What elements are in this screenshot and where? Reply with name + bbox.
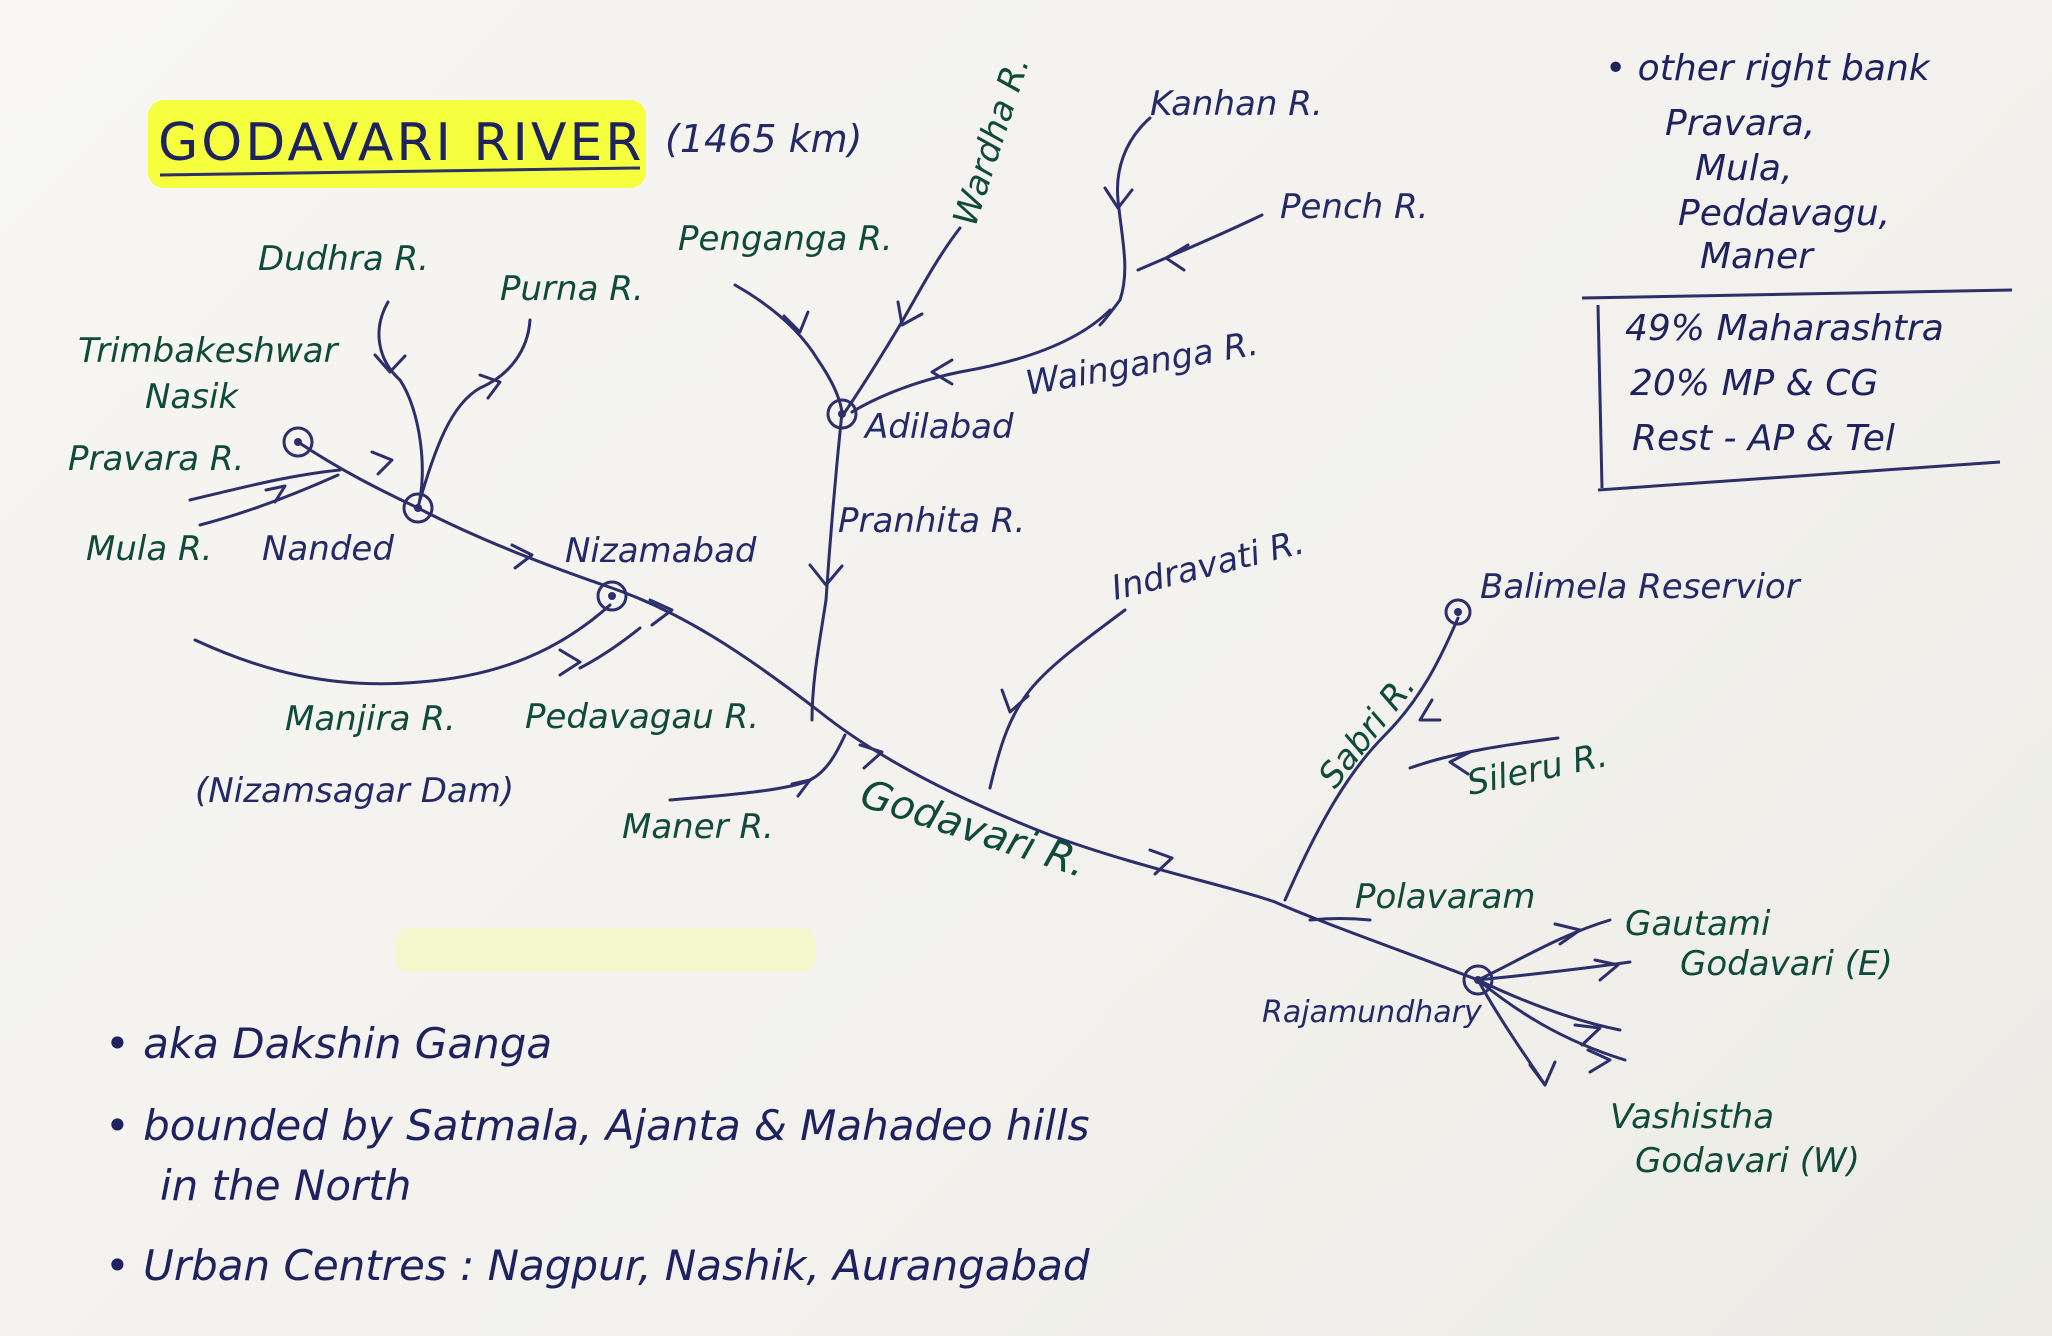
purna-river: [418, 318, 532, 502]
label-maner: Maner R.: [622, 807, 774, 847]
label-nasik: Nasik: [145, 377, 239, 417]
label-dudhra: Dudhra R.: [258, 239, 429, 279]
rajamundhary-marker: [1462, 964, 1494, 996]
sileru-river: [1408, 736, 1560, 770]
label-kanhan: Kanhan R.: [1150, 84, 1323, 124]
label-indravati: Indravati R.: [1108, 522, 1309, 608]
sabri-river: [1283, 616, 1460, 902]
label-nanded: Nanded: [262, 529, 394, 569]
distributary-2: [1476, 960, 1632, 982]
distributary-1: [1476, 918, 1612, 982]
manjira-river: [193, 603, 612, 686]
label-pranhita: Pranhita R.: [838, 501, 1025, 541]
label-manjira: Manjira R.: [285, 699, 456, 739]
label-rajamundhary: Rajamundhary: [1262, 995, 1483, 1030]
title-text: GODAVARI RIVER: [158, 113, 644, 173]
polavaram-tick: [1308, 917, 1372, 922]
title-highlight: [148, 100, 646, 188]
label-vashistha-2: Godavari (W): [1635, 1141, 1860, 1181]
wardha-river: [843, 226, 962, 414]
mula-river: [198, 473, 340, 527]
nanded-marker: [402, 492, 434, 524]
label-wardha: Wardha R.: [946, 51, 1038, 231]
title-underline: [159, 166, 641, 177]
label-vashistha-1: Vashistha: [1610, 1097, 1774, 1137]
pedavagau-river: [578, 626, 642, 670]
side-box-top: [1581, 288, 2013, 300]
dudhra-river: [377, 300, 424, 510]
side-item-4: Maner: [1700, 236, 1815, 277]
maner-river: [668, 733, 847, 802]
label-nizamabad: Nizamabad: [565, 531, 757, 571]
label-nizamsagar: (Nizamsagar Dam): [195, 771, 514, 811]
label-polavaram: Polavaram: [1355, 877, 1535, 917]
nizamabad-marker: [596, 580, 628, 612]
godavari-main-course: [296, 440, 1480, 982]
label-mula: Mula R.: [86, 529, 212, 569]
share-mp-cg: 20% MP & CG: [1630, 363, 1878, 404]
pranhita-river: [810, 410, 844, 722]
distributary-3: [1476, 978, 1622, 1032]
penganga-river: [733, 283, 844, 414]
label-penganga: Penganga R.: [678, 219, 893, 259]
label-trimbakeshwar: Trimbakeshwar: [78, 331, 340, 371]
label-gautami-1: Gautami: [1625, 904, 1771, 944]
wainganga-river: [850, 308, 1112, 414]
side-right-bank-heading: • other right bank: [1605, 48, 1932, 89]
indravati-river: [988, 608, 1127, 790]
trimbakeshwar-marker: [282, 426, 314, 458]
label-adilabad: Adilabad: [863, 407, 1014, 447]
label-sileru: Sileru R.: [1464, 735, 1611, 804]
label-pedavagau: Pedavagau R.: [525, 697, 759, 737]
share-ap-tel: Rest - AP & Tel: [1632, 418, 1895, 459]
direction-arrows: [264, 186, 1620, 1087]
label-gautami-2: Godavari (E): [1680, 944, 1893, 984]
share-maharashtra: 49% Maharashtra: [1625, 308, 1944, 349]
side-item-3: Peddavagu,: [1678, 193, 1890, 234]
label-sabri: Sabri R.: [1311, 666, 1424, 795]
label-pench: Pench R.: [1280, 187, 1428, 227]
note-aka: • aka Dakshin Ganga: [105, 1019, 552, 1068]
side-box-left: [1596, 304, 1604, 489]
label-godavari: Godavari R.: [855, 771, 1092, 887]
note-bounded: • bounded by Satmala, Ajanta & Mahadeo h…: [105, 1101, 1090, 1150]
adilabad-marker: [826, 398, 858, 430]
pravara-river: [188, 468, 342, 502]
label-balimela: Balimela Reservior: [1480, 567, 1802, 607]
faint-highlight: [395, 928, 815, 972]
label-pravara: Pravara R.: [68, 439, 244, 479]
note-urban: • Urban Centres : Nagpur, Nashik, Aurang…: [105, 1241, 1090, 1290]
side-item-1: Pravara,: [1665, 103, 1815, 144]
label-purna: Purna R.: [500, 269, 644, 309]
balimela-marker: [1444, 598, 1472, 626]
note-north: in the North: [160, 1161, 411, 1210]
label-wainganga: Wainganga R.: [1023, 324, 1262, 404]
title-length: (1465 km): [665, 117, 862, 161]
kanhan-river: [1098, 116, 1152, 327]
distributary-4: [1476, 978, 1627, 1062]
side-item-2: Mula,: [1695, 148, 1792, 189]
pench-river: [1136, 213, 1264, 272]
side-box-bottom: [1597, 460, 2001, 492]
